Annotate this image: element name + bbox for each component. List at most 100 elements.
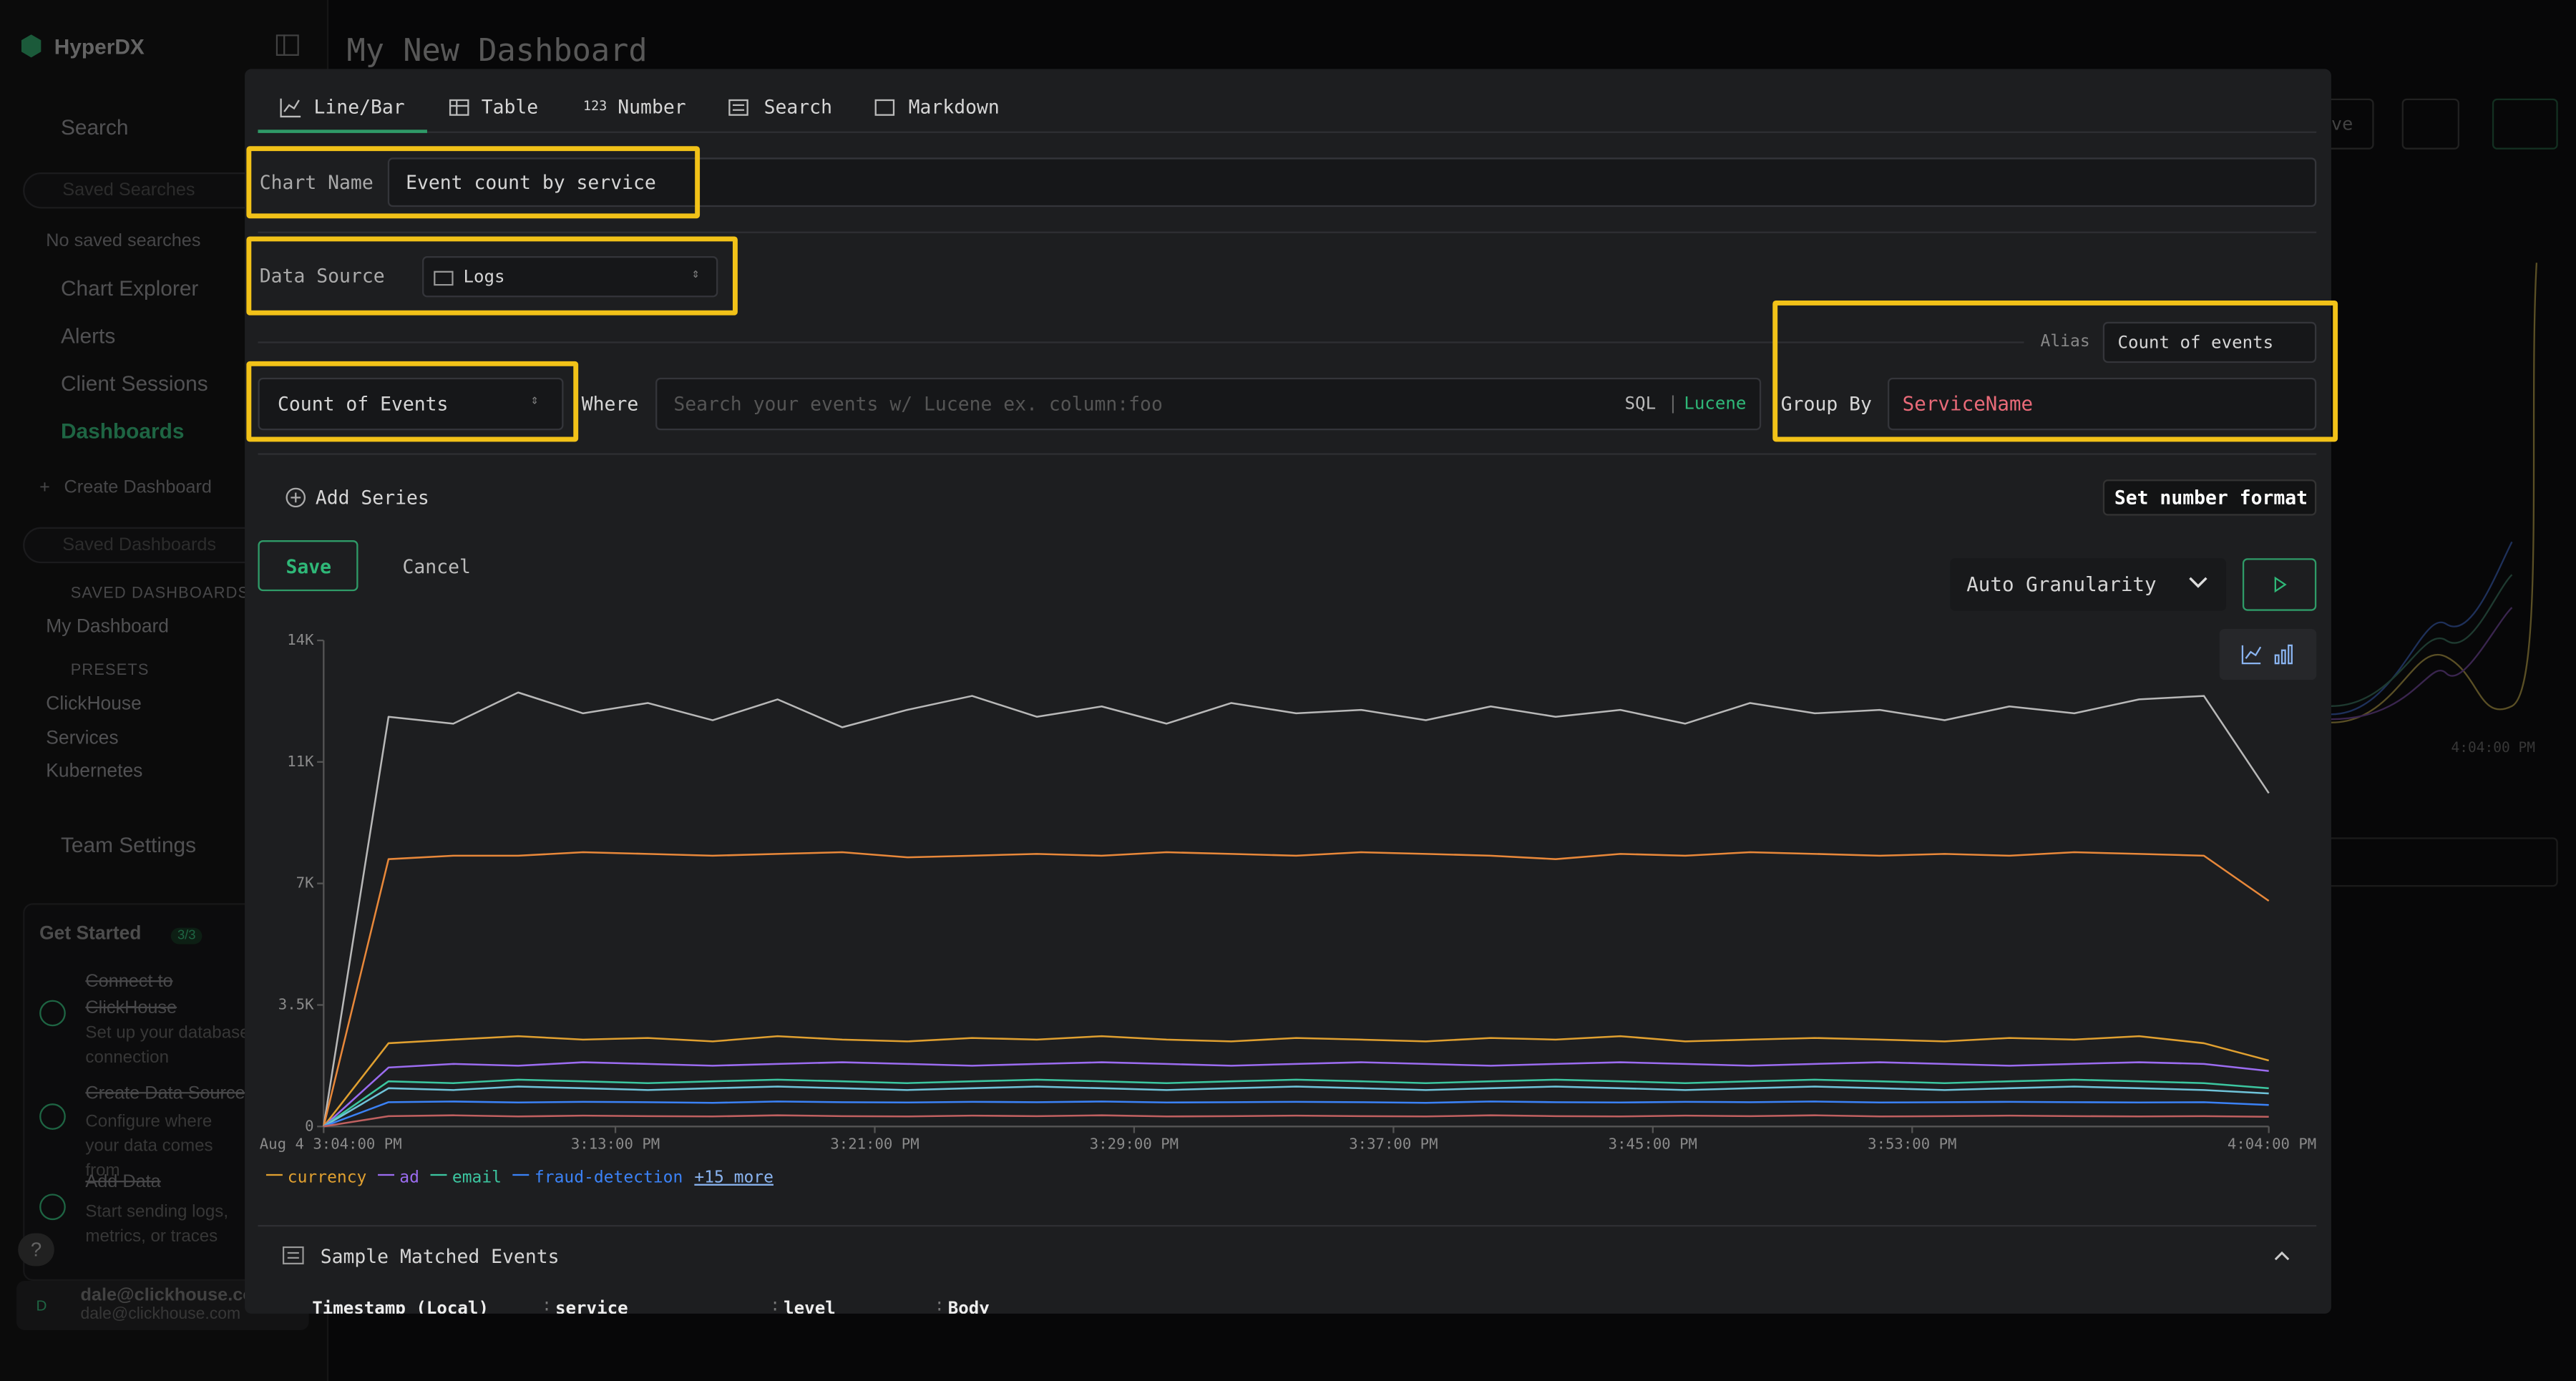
tab[interactable]: Markdown [908,95,1000,119]
language-option[interactable]: SQL [1624,394,1657,414]
nav-item[interactable]: Client Sessions [60,371,208,396]
legend-swatch [378,1173,395,1176]
column-header[interactable]: service [555,1299,628,1314]
legend-item[interactable]: currency [265,1168,367,1188]
x-tick-label: 3:21:00 PM [830,1136,919,1153]
tab[interactable]: Search [763,95,832,119]
nav-item[interactable]: Dashboards [60,419,185,444]
aggregation-select[interactable] [258,377,564,431]
preset-link[interactable]: Kubernetes [46,761,143,782]
x-tick-label: Aug 4 3:04:00 PM [260,1136,402,1153]
where-placeholder: Search your events w/ Lucene ex. column:… [673,392,1163,416]
tab[interactable]: Number [618,95,686,119]
chart-name-input[interactable] [387,157,2317,208]
legend-item[interactable]: fraud-detection [513,1169,683,1187]
group-by: ServiceName [1902,392,2034,416]
legend-item[interactable]: ad [378,1169,419,1187]
section-title: Sample Matched Events [320,1244,560,1268]
legend-swatch [265,1173,283,1176]
save: Save [286,555,332,578]
chevron [2189,577,2207,588]
nav-item[interactable]: Chart Explorer [60,275,199,301]
aggregation: Count of Events [278,392,449,416]
tab[interactable]: Table [481,95,539,119]
rule [258,1224,2317,1227]
user-name: dale@clickhouse.com [80,1285,270,1306]
highlight [1772,300,2338,442]
where-input[interactable] [655,377,1762,431]
db-icon [434,270,454,286]
series-line [323,1035,2269,1128]
preset-link[interactable]: Services [46,728,119,749]
x-tick-label: 3:13:00 PM [571,1136,660,1153]
help-button[interactable]: ? [18,1233,54,1267]
x-tick-label: 3:45:00 PM [1609,1136,1697,1153]
y-tick-label: 3.5K [278,995,314,1012]
series-line [323,1101,2269,1128]
preset-link[interactable]: ClickHouse [46,694,142,715]
tab[interactable]: Line/Bar [313,95,405,119]
user-initial: D [36,1297,47,1314]
data-source-select[interactable] [422,256,718,298]
legend-swatch [431,1173,447,1176]
collapse-chevron[interactable] [2274,1249,2290,1261]
y-tick-label: 7K [296,874,314,892]
legend-item[interactable]: email [431,1169,502,1187]
chart-name: Event count by service [406,170,656,194]
refresh-button[interactable] [2401,98,2459,150]
granularity-select[interactable] [1950,558,2226,611]
field-label: Data Source [259,264,385,288]
placeholder: Saved Searches [62,180,195,200]
nav-search[interactable]: Search [60,114,129,140]
legend-label: ad [399,1168,419,1188]
highlight [246,236,738,316]
active-tab-underline [258,130,427,133]
brand: HyperDX [54,34,145,59]
x-tick-label: 4:04:00 PM [2228,1136,2316,1153]
y-tick-label: 11K [287,753,314,770]
granularity: Auto Granularity [1966,572,2157,597]
alias-input[interactable] [2102,321,2317,363]
column-header[interactable]: Timestamp (Local) [312,1299,489,1314]
series-line [323,851,2270,1127]
empty-note: No saved searches [46,231,201,252]
tab-icon: 123 [583,98,608,114]
data-source: Logs [463,268,505,288]
step-title: Create Data Source [85,1083,245,1104]
group-by-input[interactable] [1888,377,2317,431]
nav-item[interactable]: Alerts [60,323,116,348]
background-time: 4:04:00 PM [2451,740,2536,757]
x-tick-label: 3:29:00 PM [1090,1136,1179,1153]
chart-type-toggle[interactable] [2219,628,2317,680]
run-button[interactable] [2492,98,2558,150]
series-line [323,1114,2269,1128]
section-heading: PRESETS [70,661,150,680]
highlight [246,361,579,442]
series-line [323,1061,2269,1128]
step-title: Add Data [85,1172,161,1193]
collapse-icon[interactable] [275,34,299,57]
save-button[interactable] [258,540,358,592]
legend-label: currency [287,1168,367,1188]
language-option[interactable]: Lucene [1684,394,1747,414]
where-label: Where [581,392,639,416]
rule [258,231,2317,233]
alias: Count of events [2117,333,2274,353]
step-desc: Start sending logs, metrics, or traces [85,1201,229,1246]
progress: 3/3 [170,927,203,945]
team-settings[interactable]: Team Settings [60,832,197,857]
column-header[interactable]: level [784,1299,836,1314]
dashboard-link[interactable]: My Dashboard [46,617,170,638]
cancel[interactable]: Cancel [402,555,471,578]
run-query-button[interactable] [2242,558,2317,611]
legend-more[interactable]: +15 more [694,1168,774,1188]
series-line [323,1085,2269,1128]
background-chart [2331,263,2538,723]
add-icon [286,487,306,508]
create-dashboard[interactable]: Create Dashboard [64,477,212,498]
legend-label: email [452,1168,502,1188]
add-series[interactable]: Add Series [315,486,429,509]
number-format-button[interactable] [2102,479,2317,516]
column-header[interactable]: Body [947,1299,990,1314]
